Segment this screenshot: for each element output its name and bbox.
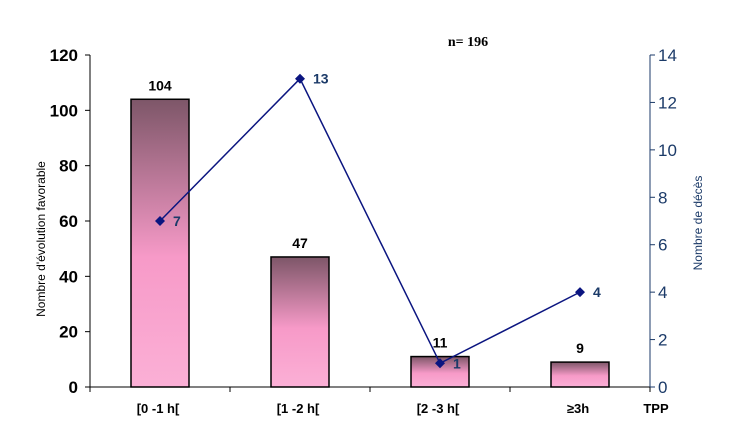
deaths-point <box>435 358 445 369</box>
y2-tick-label: 10 <box>658 141 677 160</box>
bar <box>270 256 330 388</box>
bars-group <box>130 98 610 388</box>
x-tick-label: [0 -1 h[ <box>137 401 180 416</box>
x-axis-title: TPP <box>643 401 669 416</box>
bar-value-label: 47 <box>292 235 308 251</box>
y-tick-label: 40 <box>59 267 78 286</box>
y-tick-label: 100 <box>50 101 78 120</box>
y2-tick-label: 8 <box>658 188 667 207</box>
axes-group <box>85 54 655 392</box>
y-tick-label: 0 <box>69 378 78 397</box>
x-tick-label: [1 -2 h[ <box>277 401 320 416</box>
deaths-point-label: 13 <box>313 71 329 87</box>
bar-value-label: 104 <box>148 77 172 93</box>
x-tick-label: [2 -3 h[ <box>417 401 460 416</box>
deaths-point-label: 4 <box>593 284 601 300</box>
deaths-point <box>295 73 305 84</box>
y2-axis-title: Nombre de décès <box>691 176 705 271</box>
y2-tick-label: 12 <box>658 93 677 112</box>
y-axis-title: Nombre d'évolution favorable <box>34 161 48 317</box>
bar-value-label: 9 <box>576 340 584 356</box>
bar-value-label: 11 <box>433 335 448 351</box>
sample-size-note: n= 196 <box>448 35 488 50</box>
deaths-point <box>155 216 165 226</box>
bar <box>550 361 610 388</box>
y2-tick-label: 2 <box>658 331 667 350</box>
y2-tick-label: 6 <box>658 236 667 255</box>
deaths-point <box>575 287 585 298</box>
y2-tick-label: 14 <box>658 46 677 65</box>
line-series-group <box>155 73 585 369</box>
bar <box>130 98 190 388</box>
y-tick-label: 120 <box>50 46 78 65</box>
y2-tick-label: 4 <box>658 283 667 302</box>
deaths-line <box>159 77 581 365</box>
y-tick-label: 80 <box>59 157 78 176</box>
deaths-point-label: 7 <box>173 213 181 229</box>
y-tick-label: 60 <box>59 212 78 231</box>
y-tick-label: 20 <box>59 323 78 342</box>
y2-tick-label: 0 <box>658 378 667 397</box>
x-tick-label: ≥3h <box>567 401 589 416</box>
deaths-point-label: 1 <box>453 355 461 371</box>
